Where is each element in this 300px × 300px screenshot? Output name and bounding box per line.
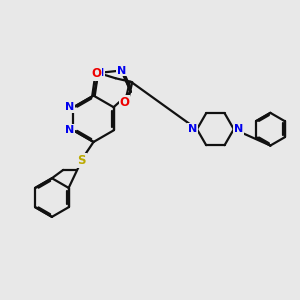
Text: N: N [95,68,104,78]
Text: S: S [77,154,86,167]
Text: N: N [234,124,243,134]
Text: N: N [65,125,74,135]
Text: O: O [119,96,130,109]
Text: N: N [65,102,74,112]
Text: O: O [91,68,101,80]
Text: N: N [188,124,197,134]
Text: N: N [117,65,126,76]
